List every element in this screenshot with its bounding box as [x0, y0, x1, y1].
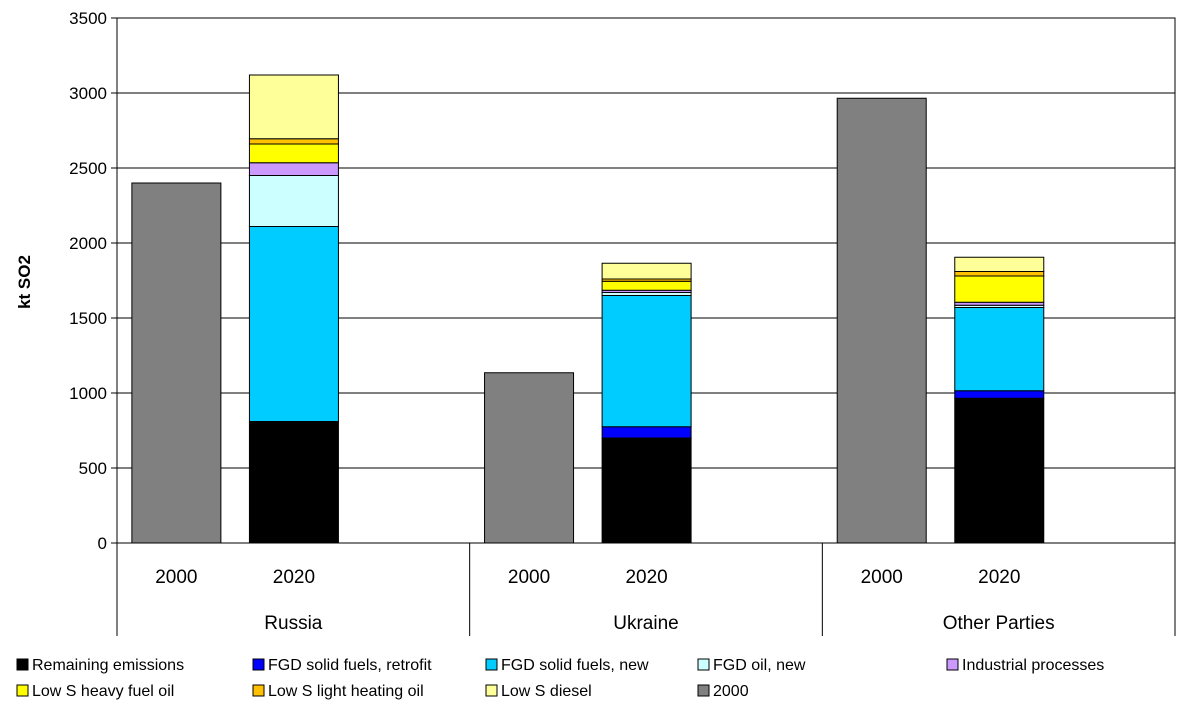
bar-segment — [248, 226, 339, 422]
bar-segment — [954, 256, 1045, 272]
bar-segment — [248, 175, 339, 227]
bar-segment — [954, 271, 1045, 277]
legend-item: Low S heavy fuel oil — [16, 683, 174, 700]
legend-label: FGD oil, new — [713, 657, 806, 674]
group-label: Russia — [264, 613, 323, 634]
legend-item: Remaining emissions — [16, 657, 184, 674]
bar-segment — [954, 390, 1045, 399]
bar-segment — [601, 262, 692, 280]
x-tick-label: 2000 — [861, 567, 903, 588]
bar-segment — [248, 143, 339, 164]
legend-label: Industrial processes — [962, 657, 1104, 674]
x-tick-label: 2020 — [978, 567, 1020, 588]
bar-segment — [601, 426, 692, 439]
bar-segment — [954, 307, 1045, 392]
y-tick-labels: 0 500 1000 1500 2000 2500 3000 3500 — [69, 9, 107, 553]
legend-swatch — [697, 684, 710, 697]
legend-label: 2000 — [713, 683, 749, 700]
y-tick-label: 3500 — [69, 9, 107, 28]
legend-label: Low S light heating oil — [268, 683, 424, 700]
legend-item: FGD oil, new — [697, 657, 806, 674]
x-labels: 2000 2020 Russia 2000 2020 Ukraine 2000 2020 Oth… — [155, 567, 1054, 634]
legend-swatch — [16, 658, 29, 671]
bar-segment — [601, 280, 692, 291]
bars — [131, 74, 1045, 544]
legend-swatch — [946, 658, 959, 671]
bar-segment — [601, 295, 692, 428]
legend-swatch — [252, 684, 265, 697]
y-tick-label: 2000 — [69, 234, 107, 253]
legend-item: Low S diesel — [485, 683, 592, 700]
legend-swatch — [485, 658, 498, 671]
legend: Remaining emissions FGD solid fuels, retr… — [16, 657, 1104, 700]
group-label: Other Parties — [943, 613, 1055, 634]
legend-label: FGD solid fuels, new — [501, 657, 649, 674]
legend-item: Low S light heating oil — [252, 683, 424, 700]
legend-swatch — [697, 658, 710, 671]
y-tick-label: 2500 — [69, 159, 107, 178]
legend-item: 2000 — [697, 683, 749, 700]
bar-segment — [954, 275, 1045, 303]
legend-swatch — [16, 684, 29, 697]
bar-segment — [248, 138, 339, 145]
x-tick-label: 2000 — [155, 567, 197, 588]
group-label: Ukraine — [613, 613, 678, 634]
x-tick-label: 2000 — [508, 567, 550, 588]
y-tick-label: 1500 — [69, 309, 107, 328]
bar-segment — [248, 162, 339, 176]
bar-segment — [248, 421, 339, 544]
legend-swatch — [252, 658, 265, 671]
x-tick-label: 2020 — [273, 567, 315, 588]
bar-segment — [954, 397, 1045, 544]
bar-segment — [836, 97, 927, 544]
y-axis-label: kt SO2 — [15, 255, 34, 309]
legend-item: FGD solid fuels, retrofit — [252, 657, 432, 674]
legend-label: Low S diesel — [501, 683, 592, 700]
bar-segment — [248, 74, 339, 140]
y-tick-label: 500 — [79, 459, 107, 478]
legend-item: Industrial processes — [946, 657, 1104, 674]
legend-label: Low S heavy fuel oil — [32, 683, 174, 700]
legend-swatch — [485, 684, 498, 697]
y-tick-label: 3000 — [69, 84, 107, 103]
plot-area — [116, 17, 1176, 544]
x-tick-label: 2020 — [625, 567, 667, 588]
y-tick-label: 1000 — [69, 384, 107, 403]
legend-item: FGD solid fuels, new — [485, 657, 649, 674]
y-tick-label: 0 — [98, 534, 107, 553]
bar-segment — [131, 182, 222, 544]
axes — [111, 17, 1176, 636]
bar-segment — [484, 372, 575, 544]
legend-label: FGD solid fuels, retrofit — [268, 657, 432, 674]
legend-label: Remaining emissions — [32, 657, 184, 674]
bar-segment — [601, 437, 692, 544]
